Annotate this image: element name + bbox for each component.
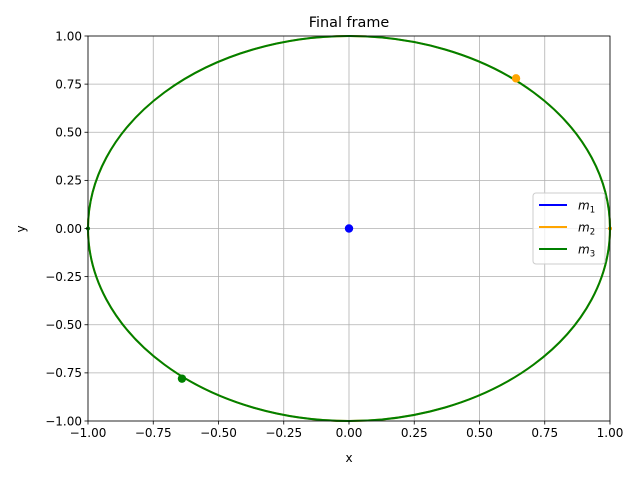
x-tick-label: 0.50 xyxy=(466,426,493,440)
x-axis-label: x xyxy=(345,451,352,465)
y-tick-label: −0.25 xyxy=(45,270,82,284)
y-tick-label: −1.00 xyxy=(45,414,82,428)
x-tick-label: 0.25 xyxy=(401,426,428,440)
y-tick-label: 0.00 xyxy=(55,222,82,236)
y-tick-label: −0.50 xyxy=(45,318,82,332)
legend-label-1: m1 xyxy=(578,199,595,216)
legend-box xyxy=(532,192,606,265)
series-2-position-marker xyxy=(511,74,521,83)
axis-ticks: −1.00 −0.75 −0.50 −0.25 0.00 0.25 0.50 0.75 1.00… xyxy=(45,29,623,440)
legend-label-3: m3 xyxy=(578,243,595,260)
y-tick-label: −0.75 xyxy=(45,366,82,380)
y-tick-label: 1.00 xyxy=(55,29,82,43)
x-tick-label: −0.25 xyxy=(265,426,302,440)
chart-title: Final frame xyxy=(309,15,390,31)
x-tick-label: −0.50 xyxy=(200,426,237,440)
legend: m1 m2 m3 xyxy=(532,192,606,265)
y-tick-label: 0.50 xyxy=(55,126,82,140)
y-tick-label: 0.25 xyxy=(55,174,82,188)
y-tick-label: 0.75 xyxy=(55,77,82,91)
y-axis-label: y xyxy=(14,225,28,232)
x-tick-label: 0.00 xyxy=(336,426,363,440)
series-1-position-marker xyxy=(344,224,354,233)
x-tick-label: −1.00 xyxy=(70,426,107,440)
x-tick-label: 1.00 xyxy=(597,426,624,440)
series-3-position-marker xyxy=(177,374,187,383)
x-tick-label: 0.75 xyxy=(531,426,558,440)
x-tick-label: −0.75 xyxy=(135,426,172,440)
legend-label-2: m2 xyxy=(578,221,595,238)
